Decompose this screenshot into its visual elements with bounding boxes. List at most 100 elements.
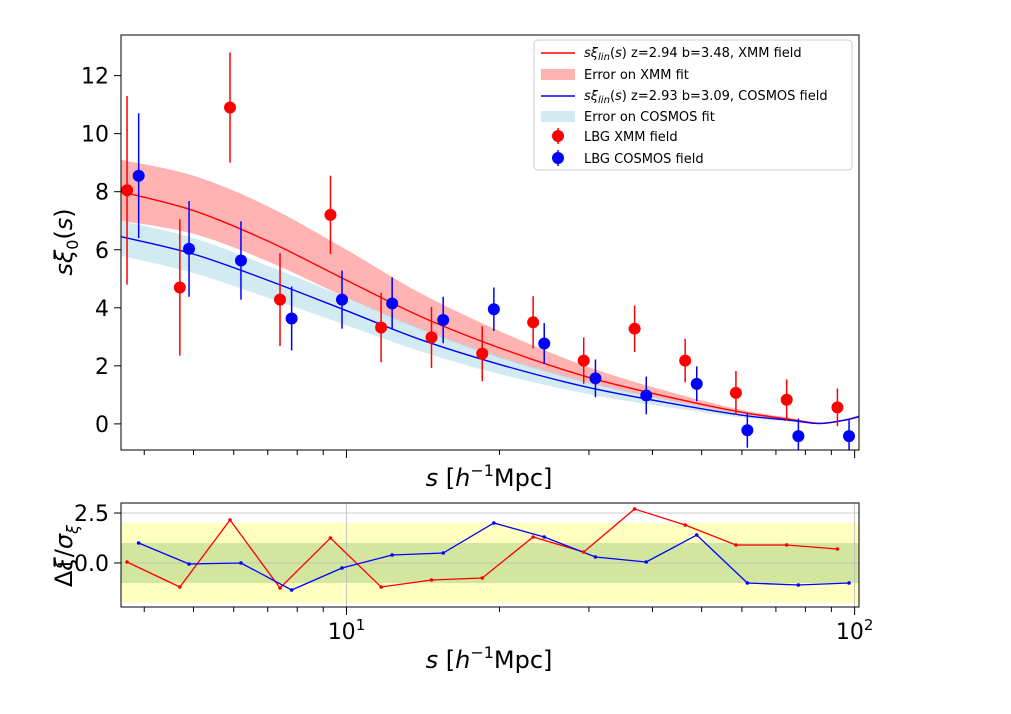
residual-grid	[121, 503, 859, 607]
legend-label-lbg-xmm: LBG XMM field	[584, 130, 678, 145]
residual-y-axis-title: Δξ/σξ	[50, 524, 82, 587]
residual-plot-frame	[120, 502, 860, 608]
xmm-residual-point	[480, 576, 485, 580]
cosmos-data-point	[690, 377, 703, 390]
legend-box	[533, 39, 853, 171]
xmm-residual-point	[531, 535, 535, 539]
main-y-tick-label: 6	[95, 239, 109, 264]
cosmos-residual-point	[694, 533, 699, 537]
cosmos-data-point	[538, 337, 551, 350]
residual-panel: −0.0 2.5 101 102 Δξ/σξ s [h−1Mpc]	[50, 502, 873, 674]
xmm-data-point	[780, 393, 793, 406]
xmm-residual-point	[784, 543, 789, 547]
cosmos-residual-point	[441, 551, 445, 555]
xmm-data-point	[121, 184, 134, 197]
xmm-residual-point	[278, 586, 282, 590]
xmm-data-point	[274, 293, 287, 306]
cosmos-data-point	[437, 313, 450, 326]
xmm-data-point	[476, 347, 489, 360]
legend-swatch-xmm-band	[541, 69, 575, 80]
legend: sξlin(s) z=2.94 b=3.48, XMM field Error …	[533, 39, 853, 171]
xmm-residual-point	[429, 578, 434, 582]
cosmos-fit-curve	[121, 236, 859, 425]
legend-label-cosmos-error: Error on COSMOS fit	[584, 110, 715, 125]
xmm-data-point	[577, 354, 590, 367]
residual-x-tick-label: 101	[328, 616, 366, 645]
cosmos-residual-point	[187, 562, 191, 566]
cosmos-data-point	[386, 297, 399, 310]
legend-entry-cosmos-error: Error on COSMOS fit	[541, 110, 715, 125]
xmm-data-point	[425, 331, 438, 344]
xmm-data-point	[324, 208, 337, 221]
cosmos-residual-point	[644, 560, 649, 564]
xmm-residual-point	[632, 507, 637, 511]
main-y-tick-label: 2	[95, 355, 109, 380]
xmm-residual-point	[125, 560, 129, 564]
legend-entry-xmm-error: Error on XMM fit	[541, 68, 689, 83]
xmm-residual-point	[328, 536, 333, 540]
xmm-fit-error-band	[121, 159, 859, 424]
xmm-data-point	[224, 101, 237, 114]
residual-x-tick-label: 102	[836, 616, 874, 645]
main-x-ticks	[143, 450, 856, 458]
main-y-tick-label: 8	[95, 181, 109, 206]
cosmos-residual-point	[593, 555, 598, 559]
cosmos-data-point	[183, 242, 196, 255]
xmm-residual-point	[683, 523, 687, 527]
main-panel: 0 2 4 6 8 10 12 sξ0(s) s [h−1Mpc] sξlin(s) z=2…	[50, 34, 860, 492]
cosmos-data-point	[589, 372, 602, 385]
cosmos-residual-point	[492, 521, 496, 525]
residual-y-ticks: −0.0 2.5	[56, 502, 121, 577]
main-y-tick-label: 10	[81, 123, 109, 148]
legend-label-lbg-cosmos: LBG COSMOS field	[584, 152, 704, 167]
xmm-data-point	[173, 281, 186, 294]
cosmos-residual-point	[542, 535, 547, 539]
xmm-residual-point	[178, 585, 182, 589]
residual-x-axis-title: s [h−1Mpc]	[426, 643, 553, 674]
cosmos-residual-point	[745, 581, 750, 585]
legend-swatch-cosmos-marker	[552, 152, 564, 164]
legend-label-xmm-fit: sξlin(s) z=2.94 b=3.48, XMM field	[584, 46, 802, 63]
cosmos-residual-point	[847, 581, 851, 585]
cosmos-data-point	[792, 430, 805, 443]
cosmos-data-point	[640, 389, 653, 402]
main-plot-frame	[120, 34, 860, 451]
xmm-data-point	[831, 401, 844, 414]
cosmos-residual-point	[136, 541, 141, 545]
cosmos-data-point	[843, 430, 856, 443]
main-y-axis-title: sξ0(s)	[50, 208, 82, 275]
main-y-tick-label: 0	[95, 413, 109, 438]
xmm-residual-point	[581, 550, 586, 554]
residual-points	[125, 507, 851, 592]
legend-entry-lbg-cosmos: LBG COSMOS field	[552, 150, 704, 167]
cosmos-data-point	[234, 254, 247, 267]
legend-entry-cosmos-fit: sξlin(s) z=2.93 b=3.09, COSMOS field	[541, 89, 828, 106]
xmm-data-point	[375, 321, 388, 334]
legend-entry-xmm-fit: sξlin(s) z=2.94 b=3.48, XMM field	[541, 46, 802, 63]
xmm-data-point	[729, 386, 742, 399]
xmm-residual-point	[228, 518, 232, 522]
main-x-axis-title: s [h−1Mpc]	[426, 461, 553, 492]
cosmos-residual-point	[796, 583, 801, 587]
xmm-data-point	[527, 316, 540, 329]
residual-y-tick-label: 2.5	[74, 502, 109, 527]
cosmos-fit-error-band	[121, 220, 859, 424]
main-data-points	[121, 52, 856, 450]
main-y-tick-label: 12	[81, 65, 109, 90]
legend-swatch-cosmos-band	[541, 111, 575, 122]
legend-label-xmm-error: Error on XMM fit	[584, 68, 689, 83]
cosmos-data-point	[285, 312, 298, 325]
main-y-ticks: 0 2 4 6 8 10 12	[81, 65, 121, 438]
xmm-residual-point	[734, 543, 738, 547]
cosmos-residual-point	[340, 566, 344, 570]
cosmos-data-point	[741, 424, 754, 437]
legend-label-cosmos-fit: sξlin(s) z=2.93 b=3.09, COSMOS field	[584, 89, 828, 106]
cosmos-data-point	[336, 293, 349, 306]
main-y-tick-label: 4	[95, 297, 109, 322]
cosmos-residual-point	[289, 588, 294, 592]
residual-x-ticks: 101 102	[143, 607, 874, 645]
cosmos-residual-point	[390, 553, 394, 557]
cosmos-data-point	[487, 303, 500, 316]
xmm-data-point	[628, 322, 641, 335]
